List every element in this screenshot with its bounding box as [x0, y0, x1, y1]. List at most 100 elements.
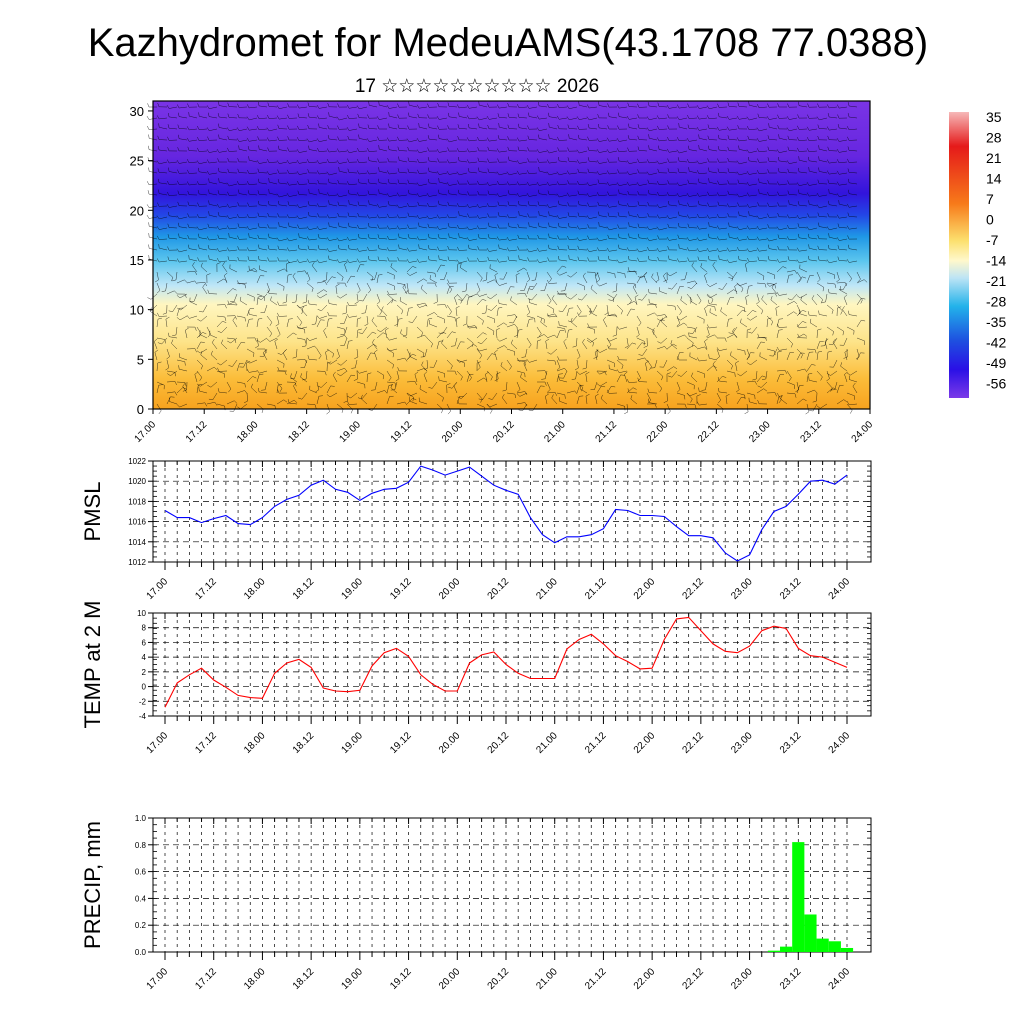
x-tick-label: 21.12: [583, 966, 609, 992]
x-tick-label: 22.00: [645, 419, 671, 445]
x-tick-label: 23.12: [778, 966, 804, 992]
colorbar-label: 21: [986, 150, 1002, 166]
y-tick-label: 0.4: [135, 894, 147, 903]
y-tick-label: 1.0: [135, 814, 147, 823]
y-tick-label: 0: [137, 402, 144, 417]
x-tick-label: 17.12: [184, 419, 210, 445]
colorbar-label: -7: [986, 232, 999, 248]
x-tick-label: 20.00: [437, 730, 463, 756]
x-tick-label: 24.00: [827, 576, 853, 602]
x-tick-label: 22.12: [681, 966, 707, 992]
x-tick-label: 23.12: [778, 576, 804, 602]
x-tick-label: 22.00: [632, 966, 658, 992]
y-tick-label: 1016: [128, 518, 146, 527]
colorbar-label: -42: [986, 335, 1006, 351]
x-tick-label: 23.00: [729, 966, 755, 992]
x-tick-label: 23.12: [798, 419, 824, 445]
colorbar-label: -49: [986, 355, 1006, 371]
x-tick-label: 18.00: [242, 966, 268, 992]
x-tick-label: 24.00: [827, 730, 853, 756]
x-tick-label: 21.12: [583, 730, 609, 756]
y-tick-label: 1018: [128, 497, 146, 506]
colorbar-label: 0: [986, 212, 994, 228]
y-tick-label: 0.8: [135, 841, 147, 850]
x-tick-label: 17.12: [193, 966, 219, 992]
plot-frame: [152, 460, 872, 563]
colorbar-strip: [949, 112, 969, 398]
x-tick-label: 17.00: [145, 966, 171, 992]
plot-frame: [152, 612, 872, 717]
y-tick-label: 0: [142, 683, 147, 692]
x-tick-label: 20.12: [486, 966, 512, 992]
x-tick-label: 22.00: [632, 576, 658, 602]
y-tick-label: 15: [130, 253, 144, 268]
x-tick-label: 23.00: [747, 419, 773, 445]
x-tick-label: 21.12: [583, 576, 609, 602]
x-tick-label: 21.00: [542, 419, 568, 445]
x-tick-label: 20.12: [491, 419, 517, 445]
y-tick-label: 10: [137, 609, 146, 618]
colorbar-label: 7: [986, 191, 994, 207]
precip-bar: [804, 914, 817, 952]
x-tick-label: 20.00: [437, 966, 463, 992]
x-tick-label: 18.00: [235, 419, 261, 445]
y-tick-label: 1020: [128, 477, 146, 486]
y-axis-label: PMSL: [80, 482, 105, 542]
x-tick-label: 17.00: [145, 576, 171, 602]
x-tick-label: 17.12: [193, 730, 219, 756]
x-tick-label: 18.12: [286, 419, 312, 445]
colorbar-label: 28: [986, 130, 1002, 146]
x-tick-label: 19.12: [388, 576, 414, 602]
pmsl-panel: 1012 1014 1016 1018 1020 1022 17.00 17.12 18.00 1…: [80, 457, 872, 602]
x-tick-label: 21.00: [534, 966, 560, 992]
x-tick-label: 17.12: [193, 576, 219, 602]
x-tick-label: 18.00: [242, 576, 268, 602]
chart-subtitle: 17 ☆☆☆☆☆☆☆☆☆☆ 2026: [355, 76, 599, 97]
x-tick-label: 19.12: [388, 730, 414, 756]
y-tick-label: 6: [142, 638, 147, 647]
plot-frame: [152, 817, 872, 953]
x-tick-label: 19.00: [338, 419, 364, 445]
colorbar-label: 14: [986, 171, 1002, 187]
x-tick-label: 18.12: [291, 730, 317, 756]
y-axis-label: PRECIP, mm: [80, 821, 105, 949]
precip-panel: 0.0 0.2 0.4 0.6 0.8 1.0 17.00 17.12 18.00 18.12 19…: [80, 814, 872, 992]
x-tick-label: 19.12: [389, 419, 415, 445]
x-tick-label: 20.12: [486, 730, 512, 756]
x-tick-label: 21.00: [534, 576, 560, 602]
x-tick-label: 19.00: [340, 576, 366, 602]
colorbar-label: -14: [986, 253, 1006, 269]
colorbar-label: -28: [986, 294, 1006, 310]
x-tick-label: 23.00: [729, 576, 755, 602]
x-tick-label: 24.00: [827, 966, 853, 992]
precip-bar: [792, 842, 805, 952]
heatmap-field: [153, 101, 870, 409]
x-tick-label: 22.12: [696, 419, 722, 445]
colorbar-label: -56: [986, 376, 1006, 392]
heatmap-panel: 0 5 10 15 20 25 30 17.00 17.12 18.00 18.12 19.00 19.…: [130, 100, 876, 445]
precip-bar: [816, 938, 829, 952]
y-tick-label: 0.2: [135, 921, 147, 930]
x-tick-label: 18.12: [291, 576, 317, 602]
x-tick-label: 19.00: [340, 966, 366, 992]
y-tick-label: -2: [139, 697, 147, 706]
x-tick-label: 18.00: [242, 730, 268, 756]
x-tick-label: 22.12: [681, 576, 707, 602]
x-tick-label: 20.12: [486, 576, 512, 602]
colorbar-label: 35: [986, 109, 1002, 125]
y-tick-label: 1014: [128, 538, 146, 547]
y-axis-label: TEMP at 2 M: [80, 601, 105, 729]
x-tick-label: 21.00: [534, 730, 560, 756]
temp-panel: -4 -2 0 2 4 6 8 10 17.00 17.12 18.00 18.12 19.00 19.1…: [80, 601, 872, 756]
x-tick-label: 18.12: [291, 966, 317, 992]
x-tick-label: 23.12: [778, 730, 804, 756]
x-tick-label: 20.00: [440, 419, 466, 445]
x-tick-label: 17.00: [145, 730, 171, 756]
x-tick-label: 24.00: [850, 419, 876, 445]
y-tick-label: 8: [142, 624, 147, 633]
y-tick-label: 1012: [128, 558, 146, 567]
y-tick-label: 1022: [128, 457, 146, 466]
precip-bar: [767, 950, 781, 952]
y-tick-label: 25: [130, 154, 144, 169]
